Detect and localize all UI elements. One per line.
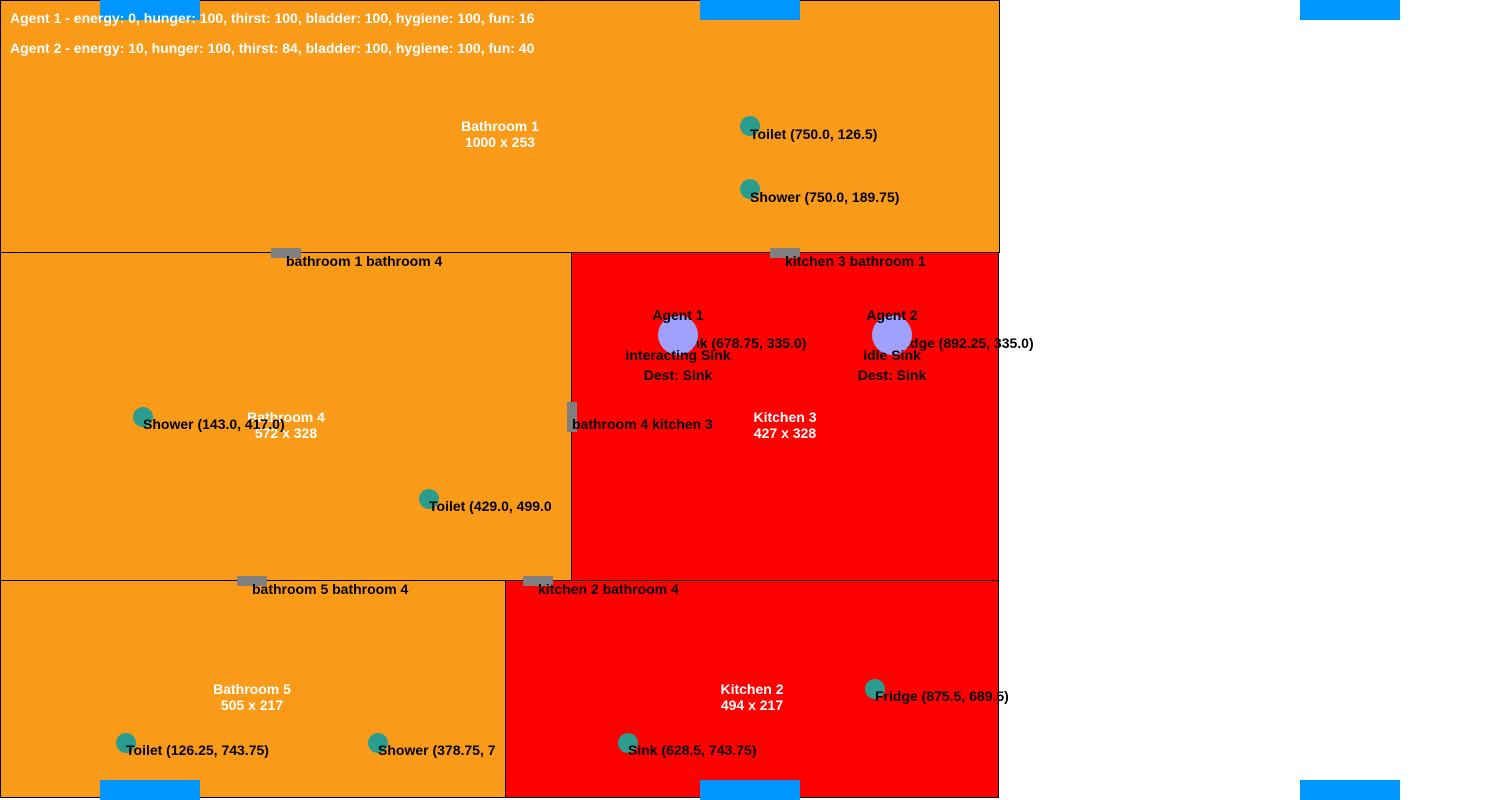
agent-1-name: Agent 1 xyxy=(652,307,704,323)
object-label: Toilet (429.0, 499.0 xyxy=(429,498,552,514)
window xyxy=(100,0,200,20)
door-kitchen2-bathroom4[interactable] xyxy=(523,576,553,586)
room-kitchen-2 xyxy=(505,580,999,798)
object-label: Shower (378.75, 7 xyxy=(378,742,496,758)
room-size: 494 x 217 xyxy=(720,697,784,713)
door-kitchen3-bathroom1[interactable] xyxy=(770,248,800,258)
window xyxy=(700,0,800,20)
agent-1[interactable] xyxy=(658,315,698,355)
object-label: Fridge (892.25, 335.0) xyxy=(892,335,1034,351)
agent-2-name: Agent 2 xyxy=(866,307,918,323)
fridge-icon[interactable] xyxy=(865,679,885,699)
room-bathroom-4 xyxy=(0,252,573,581)
door-label: kitchen 3 bathroom 1 xyxy=(785,253,926,269)
agent-1-state: interacting Sink xyxy=(625,347,731,363)
room-name: Kitchen 2 xyxy=(720,681,784,697)
room-name: Kitchen 3 xyxy=(753,409,817,425)
toilet-icon[interactable] xyxy=(419,489,439,509)
room-bathroom-5 xyxy=(0,580,506,798)
toilet-icon[interactable] xyxy=(740,116,760,136)
door-bathroom1-bathroom4[interactable] xyxy=(271,248,301,258)
room-label-kitchen-2: Kitchen 2 494 x 217 xyxy=(652,681,852,713)
object-label: Toilet (126.25, 743.75) xyxy=(126,742,269,758)
object-label: Fridge (875.5, 689.5) xyxy=(875,688,1009,704)
window xyxy=(1300,0,1400,20)
window xyxy=(1300,780,1400,800)
object-label: Sink (628.5, 743.75) xyxy=(628,742,757,758)
object-label: Sink (678.75, 335.0) xyxy=(678,335,807,351)
room-label-bathroom-1: Bathroom 1 1000 x 253 xyxy=(400,118,600,150)
room-size: 427 x 328 xyxy=(753,425,817,441)
window xyxy=(100,780,200,800)
window xyxy=(700,780,800,800)
room-label-bathroom-5: Bathroom 5 505 x 217 xyxy=(152,681,352,713)
agent-1-stats: Agent 1 - energy: 0, hunger: 100, thirst… xyxy=(10,10,535,26)
agent-1-dest: Dest: Sink xyxy=(643,367,713,383)
room-label-kitchen-3: Kitchen 3 427 x 328 xyxy=(685,409,885,441)
door-bathroom5-bathroom4[interactable] xyxy=(237,576,267,586)
shower-icon[interactable] xyxy=(740,179,760,199)
object-label: Toilet (750.0, 126.5) xyxy=(750,126,878,142)
shower-icon[interactable] xyxy=(133,407,153,427)
room-label-bathroom-4: Bathroom 4 572 x 328 xyxy=(186,409,386,441)
room-name: Bathroom 1 xyxy=(461,118,539,134)
door-label: kitchen 2 bathroom 4 xyxy=(538,581,679,597)
door-label: bathroom 1 bathroom 4 xyxy=(286,253,443,269)
object-label: Shower (143.0, 417.0) xyxy=(143,416,285,432)
agent-2-state: idle Sink xyxy=(863,347,921,363)
room-name: Bathroom 5 xyxy=(213,681,291,697)
shower-icon[interactable] xyxy=(368,733,388,753)
door-label: bathroom 5 bathroom 4 xyxy=(252,581,409,597)
toilet-icon[interactable] xyxy=(116,733,136,753)
door-label: bathroom 4 kitchen 3 xyxy=(572,416,713,432)
agent-2-stats: Agent 2 - energy: 10, hunger: 100, thirs… xyxy=(10,40,535,56)
door-bathroom4-kitchen3[interactable] xyxy=(567,402,577,432)
sink-icon[interactable] xyxy=(618,733,638,753)
agent-2-dest: Dest: Sink xyxy=(857,367,927,383)
room-size: 1000 x 253 xyxy=(464,134,536,150)
agent-2[interactable] xyxy=(872,315,912,355)
room-size: 572 x 328 xyxy=(254,425,318,441)
room-bathroom-1 xyxy=(0,0,1000,253)
room-size: 505 x 217 xyxy=(220,697,284,713)
object-label: Shower (750.0, 189.75) xyxy=(750,189,900,205)
room-name: Bathroom 4 xyxy=(247,409,325,425)
